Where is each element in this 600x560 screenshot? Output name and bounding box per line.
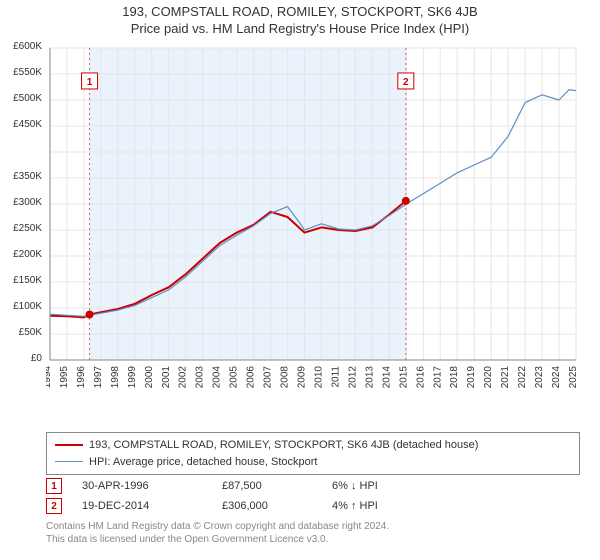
svg-text:2000: 2000	[144, 366, 155, 389]
chart-title-subtitle: Price paid vs. HM Land Registry's House …	[0, 21, 600, 36]
svg-text:1: 1	[87, 77, 93, 88]
svg-text:2005: 2005	[229, 366, 240, 389]
svg-text:2018: 2018	[449, 366, 460, 389]
transaction-price: £87,500	[222, 480, 312, 492]
legend-swatch	[55, 461, 83, 462]
legend-label: 193, COMPSTALL ROAD, ROMILEY, STOCKPORT,…	[89, 437, 478, 454]
transaction-row: 1 30-APR-1996 £87,500 6% ↓ HPI	[46, 476, 580, 496]
svg-text:2011: 2011	[330, 366, 341, 388]
svg-text:2023: 2023	[534, 366, 545, 389]
y-axis-label: £600K	[0, 41, 42, 52]
svg-text:2014: 2014	[381, 366, 392, 389]
y-axis-label: £200K	[0, 249, 42, 260]
transaction-badge: 2	[46, 498, 62, 514]
svg-text:2016: 2016	[415, 366, 426, 389]
y-axis-label: £50K	[0, 327, 42, 338]
y-axis-label: £550K	[0, 67, 42, 78]
line-chart: 1 2 1994 1995 1996 1997 1998 1999 2000 2001 2002 20…	[46, 44, 580, 394]
legend-item: HPI: Average price, detached house, Stoc…	[55, 454, 571, 471]
transaction-date: 19-DEC-2014	[82, 500, 202, 512]
transaction-row: 2 19-DEC-2014 £306,000 4% ↑ HPI	[46, 496, 580, 516]
y-axis-label: £500K	[0, 93, 42, 104]
footer-attribution: Contains HM Land Registry data © Crown c…	[46, 520, 580, 546]
svg-text:2: 2	[403, 77, 409, 88]
legend: 193, COMPSTALL ROAD, ROMILEY, STOCKPORT,…	[46, 432, 580, 475]
svg-text:2008: 2008	[280, 366, 291, 389]
transaction-date: 30-APR-1996	[82, 480, 202, 492]
transaction-badge: 1	[46, 478, 62, 494]
legend-label: HPI: Average price, detached house, Stoc…	[89, 454, 318, 471]
svg-text:2015: 2015	[398, 366, 409, 389]
transaction-hpi: 6% ↓ HPI	[332, 480, 472, 492]
svg-text:2003: 2003	[195, 366, 206, 389]
svg-text:2024: 2024	[551, 366, 562, 389]
svg-text:2017: 2017	[432, 366, 443, 389]
svg-text:2002: 2002	[178, 366, 189, 389]
y-axis-label: £0	[0, 353, 42, 364]
svg-text:2010: 2010	[313, 366, 324, 389]
y-axis-label: £250K	[0, 223, 42, 234]
transaction-hpi: 4% ↑ HPI	[332, 500, 472, 512]
svg-text:1996: 1996	[76, 366, 87, 389]
y-axis-label: £350K	[0, 171, 42, 182]
svg-text:2007: 2007	[263, 366, 274, 389]
transactions-table: 1 30-APR-1996 £87,500 6% ↓ HPI 2 19-DEC-2014 £…	[46, 476, 580, 516]
chart-svg: 1 2 1994 1995 1996 1997 1998 1999 2000 2001 2002 20…	[46, 44, 580, 394]
svg-text:2013: 2013	[364, 366, 375, 389]
y-axis-label: £300K	[0, 197, 42, 208]
svg-text:1995: 1995	[59, 366, 70, 389]
svg-text:2019: 2019	[466, 366, 477, 389]
footer-line-1: Contains HM Land Registry data © Crown c…	[46, 520, 580, 533]
legend-item: 193, COMPSTALL ROAD, ROMILEY, STOCKPORT,…	[55, 437, 571, 454]
chart-title-address: 193, COMPSTALL ROAD, ROMILEY, STOCKPORT,…	[0, 4, 600, 19]
svg-text:2012: 2012	[347, 366, 358, 389]
svg-text:2022: 2022	[517, 366, 528, 389]
y-axis-label: £450K	[0, 119, 42, 130]
svg-text:1999: 1999	[127, 366, 138, 389]
svg-text:2020: 2020	[483, 366, 494, 389]
svg-text:1998: 1998	[110, 366, 121, 389]
y-axis-label: £100K	[0, 301, 42, 312]
transaction-price: £306,000	[222, 500, 312, 512]
svg-text:2021: 2021	[500, 366, 511, 389]
svg-text:2009: 2009	[297, 366, 308, 389]
svg-text:1994: 1994	[46, 366, 53, 389]
svg-text:2001: 2001	[161, 366, 172, 389]
svg-text:2004: 2004	[212, 366, 223, 389]
footer-line-2: This data is licensed under the Open Gov…	[46, 533, 580, 546]
svg-text:2025: 2025	[568, 366, 579, 389]
legend-swatch	[55, 444, 83, 446]
svg-text:2006: 2006	[246, 366, 257, 389]
svg-text:1997: 1997	[93, 366, 104, 389]
y-axis-label: £150K	[0, 275, 42, 286]
